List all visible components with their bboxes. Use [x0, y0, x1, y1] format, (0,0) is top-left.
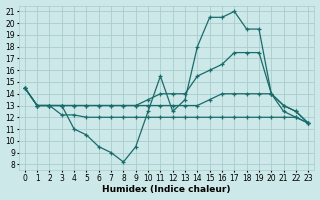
- X-axis label: Humidex (Indice chaleur): Humidex (Indice chaleur): [102, 185, 231, 194]
